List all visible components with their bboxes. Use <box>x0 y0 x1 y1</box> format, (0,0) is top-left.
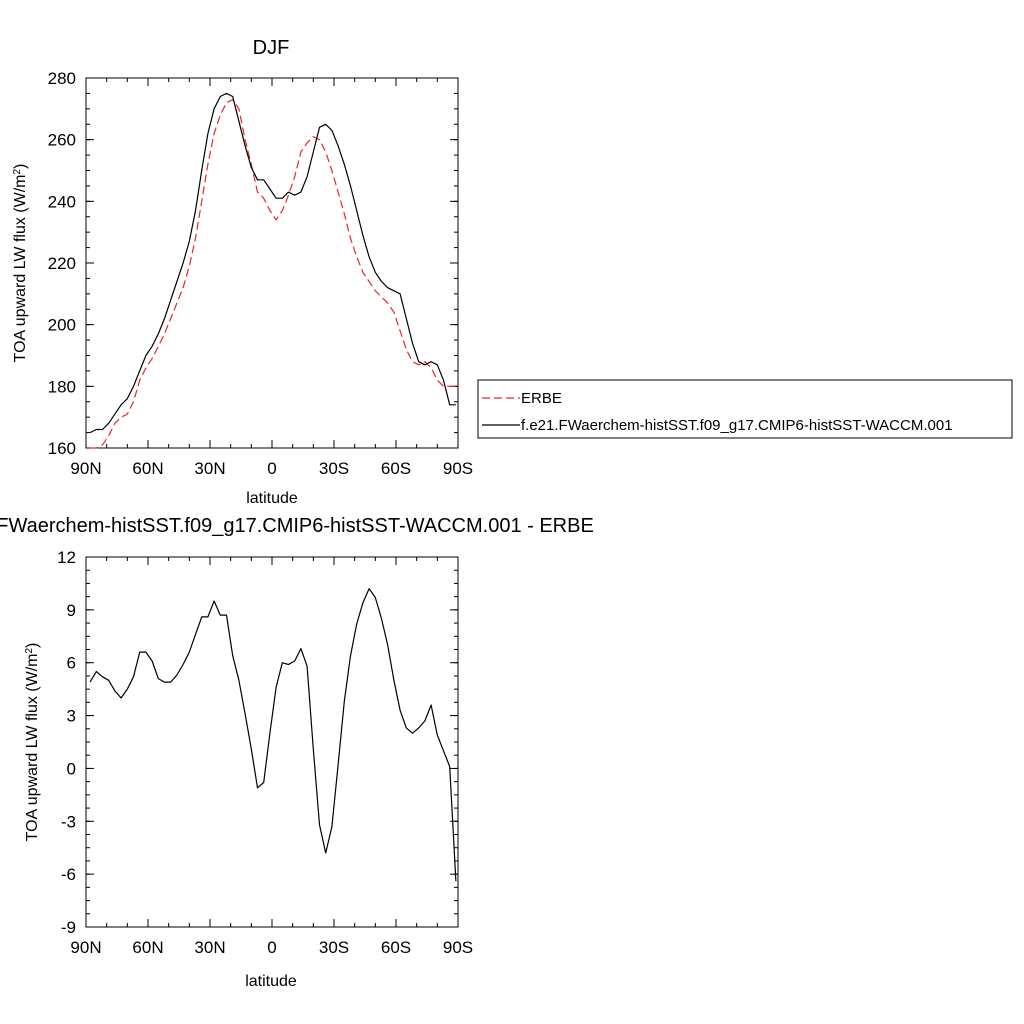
bottom-xtick-label: 0 <box>267 938 276 957</box>
bottom-ytick-label: 12 <box>57 548 76 567</box>
top-axis-ticks: 90N 60N 30N 0 30S 60S 90S 160 180 200 220 240 260 280 <box>48 69 474 478</box>
top-ytick-label: 240 <box>48 192 76 211</box>
top-series-line-erbe <box>90 98 456 449</box>
bottom-ytick-label: 0 <box>67 759 76 778</box>
bottom-ytick-label: 9 <box>67 601 76 620</box>
bottom-ytick-label: 3 <box>67 707 76 726</box>
top-y-axis-label-sup: 2 <box>12 169 23 175</box>
top-chart-title: DJF <box>253 37 290 59</box>
bottom-axis-ticks: 90N 60N 30N 0 30S 60S 90S -9 -6 -3 0 3 6 9 12 <box>57 548 473 957</box>
top-xtick-label: 30N <box>194 459 225 478</box>
top-xtick-label: 0 <box>267 459 276 478</box>
bottom-xtick-label: 30N <box>194 938 225 957</box>
top-y-axis-label: TOA upward LW flux (W/m2) <box>12 164 30 363</box>
top-ytick-label: 200 <box>48 316 76 335</box>
bottom-chart-title: f.e21.FWaerchem-histSST.f09_g17.CMIP6-hi… <box>0 515 594 537</box>
top-ytick-label: 220 <box>48 254 76 273</box>
bottom-xtick-label: 30S <box>319 938 349 957</box>
top-xtick-label: 60S <box>381 459 411 478</box>
bottom-chart: f.e21.FWaerchem-histSST.f09_g17.CMIP6-hi… <box>0 515 594 990</box>
bottom-ytick-label: -9 <box>61 918 76 937</box>
bottom-xtick-label: 90S <box>443 938 473 957</box>
top-xtick-label: 90N <box>70 459 101 478</box>
top-xtick-label: 60N <box>132 459 163 478</box>
bottom-xtick-label: 60S <box>381 938 411 957</box>
bottom-ytick-label: -3 <box>61 812 76 831</box>
top-ytick-label: 180 <box>48 377 76 396</box>
bottom-series-line-difference <box>89 588 457 882</box>
top-y-axis-label-main: TOA upward LW flux (W/m <box>12 175 29 363</box>
bottom-xtick-label: 90N <box>70 938 101 957</box>
legend-label-erbe: ERBE <box>521 390 562 407</box>
legend-box <box>477 379 1013 439</box>
bottom-y-axis-label-main: TOA upward LW flux (W/m <box>24 654 41 842</box>
top-series-layer <box>89 92 456 449</box>
top-xtick-label: 90S <box>443 459 473 478</box>
bottom-y-axis-label: TOA upward LW flux (W/m2) <box>24 643 42 842</box>
bottom-x-axis-label: latitude <box>245 973 297 990</box>
top-x-axis-label: latitude <box>246 490 298 507</box>
legend-label-model: f.e21.FWaerchem-histSST.f09_g17.CMIP6-hi… <box>521 417 953 434</box>
bottom-y-axis-label-close: ) <box>24 643 41 648</box>
top-series-line-model <box>89 92 456 434</box>
bottom-ytick-label: -6 <box>61 865 76 884</box>
top-ytick-label: 280 <box>48 69 76 88</box>
bottom-xtick-label: 60N <box>132 938 163 957</box>
top-ytick-label: 160 <box>48 439 76 458</box>
top-chart: DJF 90N 60N 30N 0 30S 60S 90S 160 180 200 220 240 26… <box>12 37 474 507</box>
top-ytick-label: 260 <box>48 131 76 150</box>
top-xtick-label: 30S <box>319 459 349 478</box>
bottom-series-layer <box>89 588 457 882</box>
top-y-axis-label-close: ) <box>12 164 29 169</box>
bottom-y-axis-label-sup: 2 <box>24 648 35 654</box>
top-plot-frame <box>85 77 459 449</box>
legend: ERBE f.e21.FWaerchem-histSST.f09_g17.CMI… <box>477 379 1013 439</box>
bottom-ytick-label: 6 <box>67 654 76 673</box>
bottom-plot-frame <box>85 556 459 928</box>
